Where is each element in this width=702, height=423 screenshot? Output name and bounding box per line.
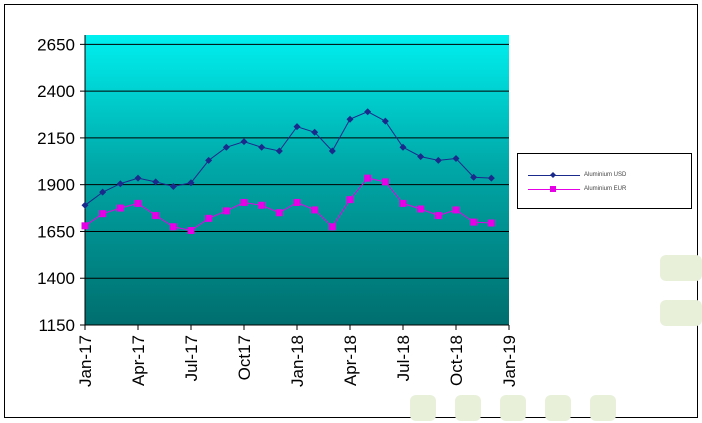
data-point-square bbox=[116, 204, 124, 212]
data-point-diamond bbox=[187, 179, 195, 187]
data-point-square bbox=[381, 178, 389, 186]
data-point-square bbox=[152, 212, 160, 220]
data-point-diamond bbox=[293, 123, 301, 131]
data-point-diamond bbox=[222, 143, 230, 151]
data-point-square bbox=[399, 199, 407, 207]
x-tick-label: Oct17 bbox=[235, 335, 254, 380]
legend: Aluminium USD Aluminium EUR bbox=[517, 153, 692, 209]
data-point-diamond bbox=[258, 143, 266, 151]
y-tick-label: 1650 bbox=[37, 222, 75, 241]
data-point-diamond bbox=[470, 173, 478, 181]
x-tick-label: Apr-17 bbox=[129, 335, 148, 386]
data-point-diamond bbox=[169, 183, 177, 191]
data-point-diamond bbox=[152, 178, 160, 186]
legend-item-usd: Aluminium USD bbox=[528, 168, 626, 182]
y-tick-label: 1150 bbox=[38, 316, 75, 335]
legend-label-usd: Aluminium USD bbox=[584, 172, 627, 178]
x-tick-label: Jul-18 bbox=[394, 335, 413, 381]
x-tick-label: Oct-18 bbox=[447, 335, 466, 386]
data-point-diamond bbox=[399, 143, 407, 151]
legend-swatch-usd bbox=[528, 171, 580, 178]
data-point-square bbox=[417, 205, 425, 213]
series-group bbox=[81, 108, 495, 235]
data-point-square bbox=[311, 206, 319, 214]
data-point-diamond bbox=[346, 115, 354, 123]
square-marker-icon bbox=[550, 185, 556, 192]
data-point-diamond bbox=[116, 180, 124, 188]
data-point-diamond bbox=[364, 108, 372, 116]
data-point-square bbox=[222, 207, 230, 215]
data-point-diamond bbox=[240, 138, 248, 146]
data-point-square bbox=[293, 198, 301, 206]
y-tick-label: 2650 bbox=[37, 35, 75, 54]
data-point-diamond bbox=[134, 174, 142, 182]
data-point-diamond bbox=[328, 147, 336, 155]
data-point-square bbox=[434, 212, 442, 220]
legend-item-eur: Aluminium EUR bbox=[528, 182, 626, 196]
series-line-0 bbox=[84, 111, 492, 206]
y-axis-ticks: 1150 1400 1650 1900 2150 2400 2650 bbox=[37, 35, 85, 335]
data-point-diamond bbox=[99, 188, 107, 196]
data-point-square bbox=[364, 174, 372, 182]
data-point-square bbox=[275, 209, 283, 217]
data-point-square bbox=[487, 219, 495, 227]
y-tick-label: 1900 bbox=[37, 176, 75, 195]
data-point-square bbox=[452, 206, 460, 214]
data-point-diamond bbox=[452, 154, 460, 162]
data-point-diamond bbox=[81, 201, 89, 209]
data-point-diamond bbox=[434, 156, 442, 164]
x-tick-label: Apr-18 bbox=[341, 335, 360, 386]
data-point-square bbox=[346, 196, 354, 204]
y-tick-label: 1400 bbox=[37, 269, 75, 288]
x-axis-ticks: Jan-17 Apr-17 Jul-17 Oct17 Jan-18 Apr-18 Jul-1… bbox=[76, 325, 519, 387]
data-point-square bbox=[258, 201, 266, 209]
data-point-square bbox=[328, 223, 336, 231]
gridlines bbox=[85, 43, 509, 279]
data-point-diamond bbox=[381, 117, 389, 125]
x-tick-label: Jan-17 bbox=[76, 335, 95, 387]
x-tick-label: Jan-18 bbox=[288, 335, 307, 387]
x-tick-label: Jul-17 bbox=[182, 335, 201, 381]
legend-label-eur: Aluminium EUR bbox=[584, 186, 627, 192]
diamond-marker-icon bbox=[550, 171, 556, 178]
data-point-square bbox=[470, 218, 478, 226]
data-point-diamond bbox=[311, 128, 319, 136]
data-point-square bbox=[240, 198, 248, 206]
data-point-diamond bbox=[487, 174, 495, 182]
data-point-square bbox=[187, 227, 195, 235]
y-tick-label: 2150 bbox=[37, 129, 75, 148]
x-tick-label: Jan-19 bbox=[500, 335, 519, 387]
data-point-square bbox=[99, 210, 107, 218]
data-point-square bbox=[205, 214, 213, 222]
data-point-diamond bbox=[417, 153, 425, 161]
legend-swatch-eur bbox=[528, 185, 580, 192]
data-point-diamond bbox=[205, 156, 213, 164]
data-point-square bbox=[134, 199, 142, 207]
data-point-square bbox=[169, 223, 177, 231]
y-tick-label: 2400 bbox=[37, 82, 75, 101]
data-point-square bbox=[81, 222, 89, 230]
data-point-diamond bbox=[275, 147, 283, 155]
